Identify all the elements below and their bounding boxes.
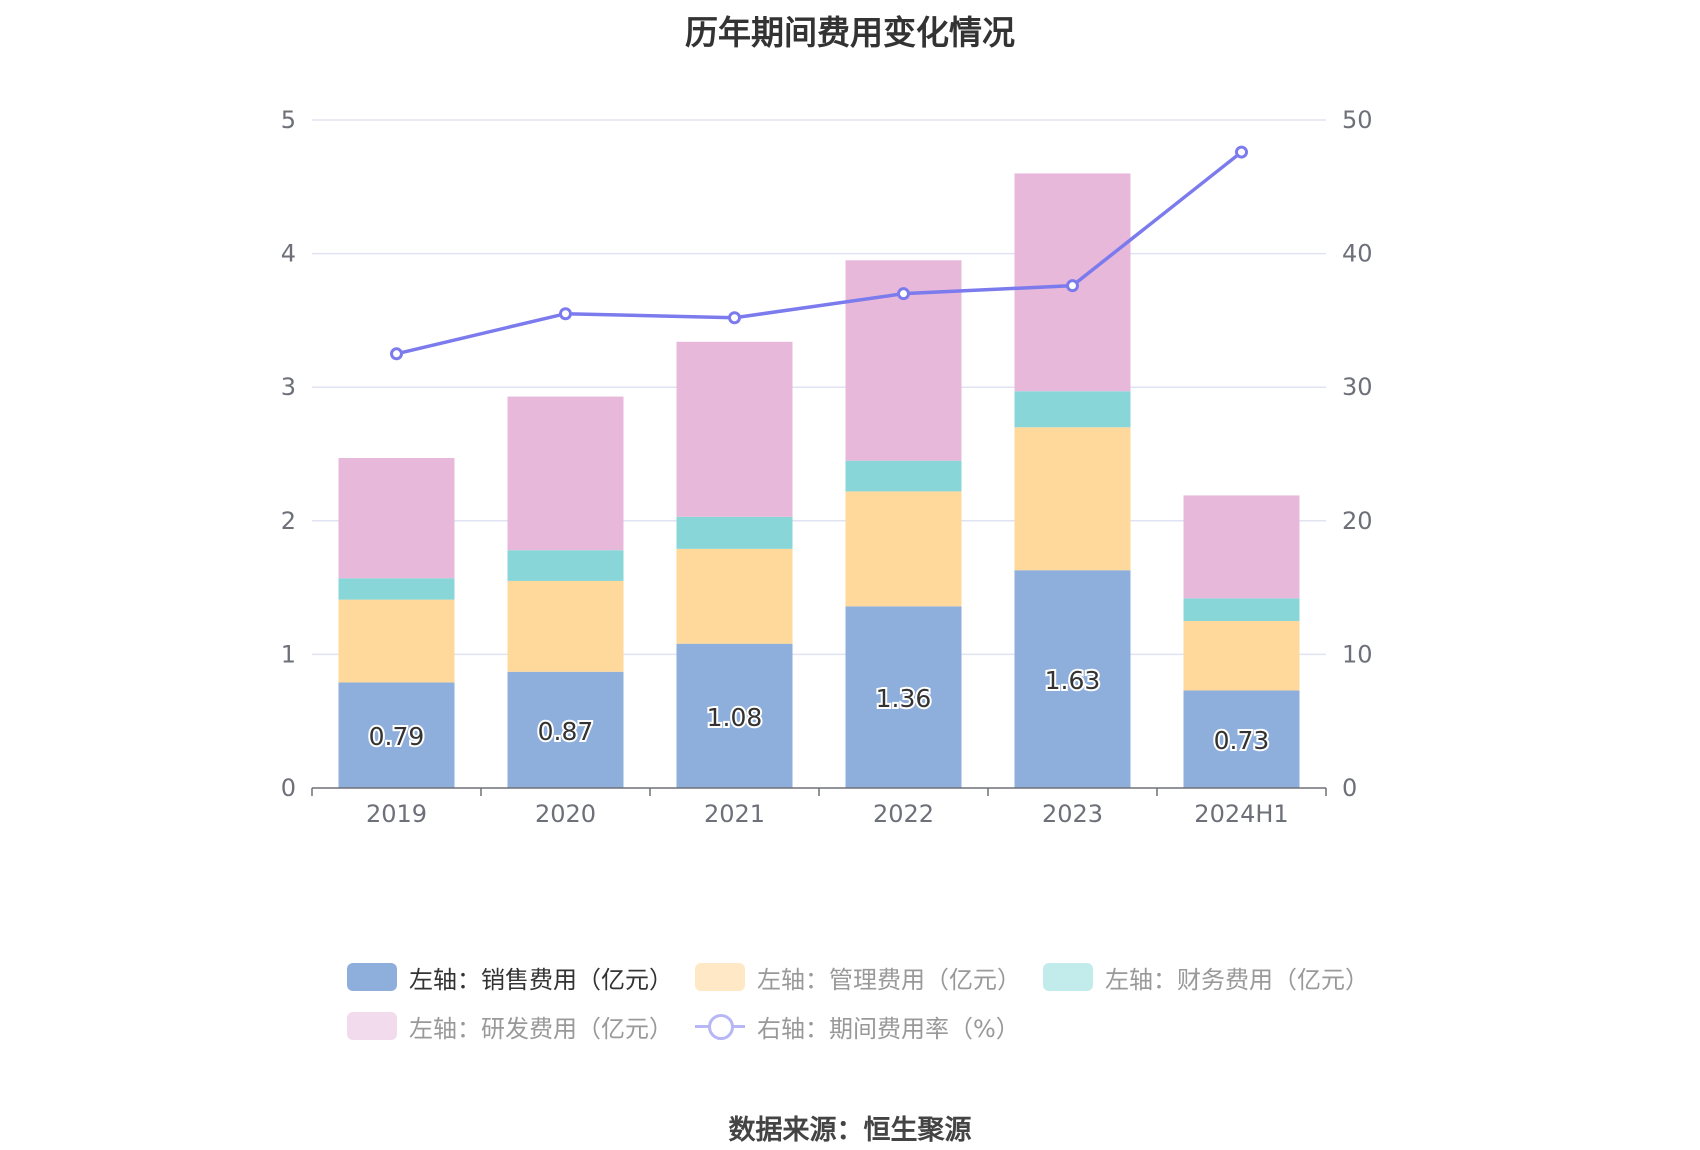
bar-labels: 0.79 0.87 1.08 1.36 1.63 0.73: [367, 664, 1272, 757]
rate-line-path: [396, 150, 1243, 356]
y-right-tick-label: 20: [1342, 507, 1373, 535]
x-tick-label: 2024H1: [1194, 800, 1288, 828]
bar-segment: [845, 606, 962, 788]
rate-line-point: [1235, 145, 1248, 159]
y-right-tick-label: 10: [1342, 640, 1373, 668]
y-left-tick-label: 0: [281, 774, 296, 802]
legend-item-rate[interactable]: 右轴：期间费用率（%）: [695, 1011, 1020, 1043]
bar-segment: [1183, 621, 1300, 691]
x-tick-label: 2023: [1042, 800, 1103, 828]
bar-segment: [507, 550, 624, 581]
bar-segment: [338, 682, 455, 788]
bar-segment: [507, 580, 624, 672]
legend-label-admin: 左轴：管理费用（亿元）: [757, 965, 1021, 994]
bar-segment: [1183, 598, 1300, 621]
x-tick-label: 2021: [704, 800, 765, 828]
bar-segment: [1014, 570, 1131, 788]
bar-data-label: 1.63: [1045, 666, 1101, 695]
bar-data-label: 0.79: [369, 722, 425, 751]
bar-segment: [1183, 690, 1300, 788]
bar-data-label: 0.73: [1214, 726, 1270, 755]
x-tick-label: 2022: [873, 800, 934, 828]
legend-label-rd: 左轴：研发费用（亿元）: [409, 1014, 673, 1043]
y-left-tick-label: 1: [281, 640, 296, 668]
bar-segment: [338, 458, 455, 579]
bar-segment: [1014, 391, 1131, 428]
y-right-tick-label: 50: [1342, 106, 1373, 134]
y-left-tick-label: 4: [281, 240, 296, 268]
legend-swatch-admin: [695, 963, 745, 991]
bar-segment: [676, 548, 793, 644]
legend-item-rd[interactable]: 左轴：研发费用（亿元）: [347, 1011, 673, 1043]
bar-segment: [845, 491, 962, 607]
rate-line-point: [559, 307, 572, 321]
y-right-tick-label: 0: [1342, 774, 1357, 802]
rate-line-point: [1066, 279, 1079, 293]
x-tick-label: 2019: [366, 800, 427, 828]
chart-title: 历年期间费用变化情况: [685, 13, 1015, 52]
bar-segment: [676, 516, 793, 549]
source-note: 数据来源：恒生聚源: [728, 1115, 972, 1146]
y-left-tick-label: 3: [281, 373, 296, 401]
bar-segment: [338, 599, 455, 683]
y-left-tick-label: 5: [281, 106, 296, 134]
bar-data-label: 1.08: [707, 703, 763, 732]
bar-segment: [1183, 495, 1300, 599]
bar-segment: [507, 396, 624, 551]
legend-label-finance: 左轴：财务费用（亿元）: [1105, 965, 1369, 994]
legend-label-rate: 右轴：期间费用率（%）: [757, 1014, 1020, 1043]
y-right-tick-label: 30: [1342, 373, 1373, 401]
bar-segment: [338, 578, 455, 600]
bar-segment: [1014, 427, 1131, 571]
rate-line-point: [897, 287, 910, 301]
legend-swatch-sales: [347, 963, 397, 991]
y-left-tick-label: 2: [281, 507, 296, 535]
legend-swatch-finance: [1043, 963, 1093, 991]
rate-line: [390, 145, 1248, 361]
grid-lines: [312, 119, 1326, 656]
rate-line-point: [728, 311, 741, 325]
bar-segment: [676, 643, 793, 788]
legend-item-finance[interactable]: 左轴：财务费用（亿元）: [1043, 962, 1369, 994]
rate-line-point: [390, 347, 403, 361]
bars: [338, 173, 1300, 788]
legend-item-sales[interactable]: 左轴：销售费用（亿元）: [347, 962, 673, 994]
legend-swatch-rate: [695, 1012, 745, 1040]
y-right-tick-label: 40: [1342, 240, 1373, 268]
legend-swatch-rd: [347, 1012, 397, 1040]
legend-label-sales: 左轴：销售费用（亿元）: [409, 965, 673, 994]
bar-segment: [845, 460, 962, 492]
bar-segment: [507, 671, 624, 788]
bar-segment: [676, 341, 793, 517]
bar-data-label: 1.36: [876, 684, 932, 713]
bar-data-label: 0.87: [538, 717, 594, 746]
legend-item-admin[interactable]: 左轴：管理费用（亿元）: [695, 962, 1021, 994]
x-tick-label: 2020: [535, 800, 596, 828]
